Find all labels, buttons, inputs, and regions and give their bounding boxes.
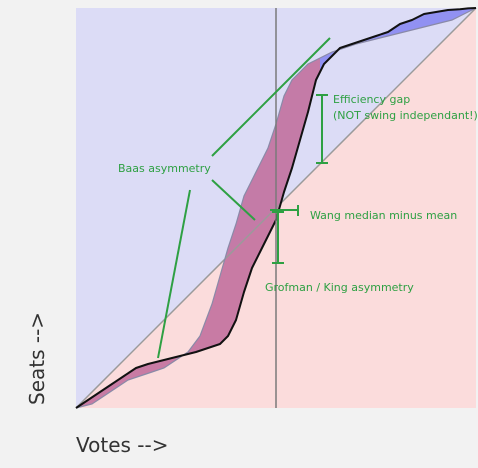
- baas-pointer-line: [157, 189, 191, 359]
- efficiency-gap-note: (NOT swing independant!): [333, 109, 478, 122]
- baas-pointer-line: [211, 179, 256, 221]
- reflected-curve: [75, 7, 477, 409]
- wang-label: Wang median minus mean: [310, 209, 457, 222]
- y-axis-title: Seats -->: [25, 312, 49, 405]
- asymmetry-band-red: [76, 58, 320, 408]
- baas-pointer-line: [211, 37, 331, 157]
- plot-area: [75, 7, 477, 409]
- seats-votes-curve: [75, 7, 477, 409]
- annotation-layer: Baas asymmetry Efficiency gap (NOT swing…: [118, 37, 478, 359]
- x-axis-title: Votes -->: [76, 433, 168, 457]
- baas-asymmetry-label: Baas asymmetry: [118, 162, 211, 175]
- grofman-king-label: Grofman / King asymmetry: [265, 281, 414, 294]
- efficiency-gap-label: Efficiency gap: [333, 93, 410, 106]
